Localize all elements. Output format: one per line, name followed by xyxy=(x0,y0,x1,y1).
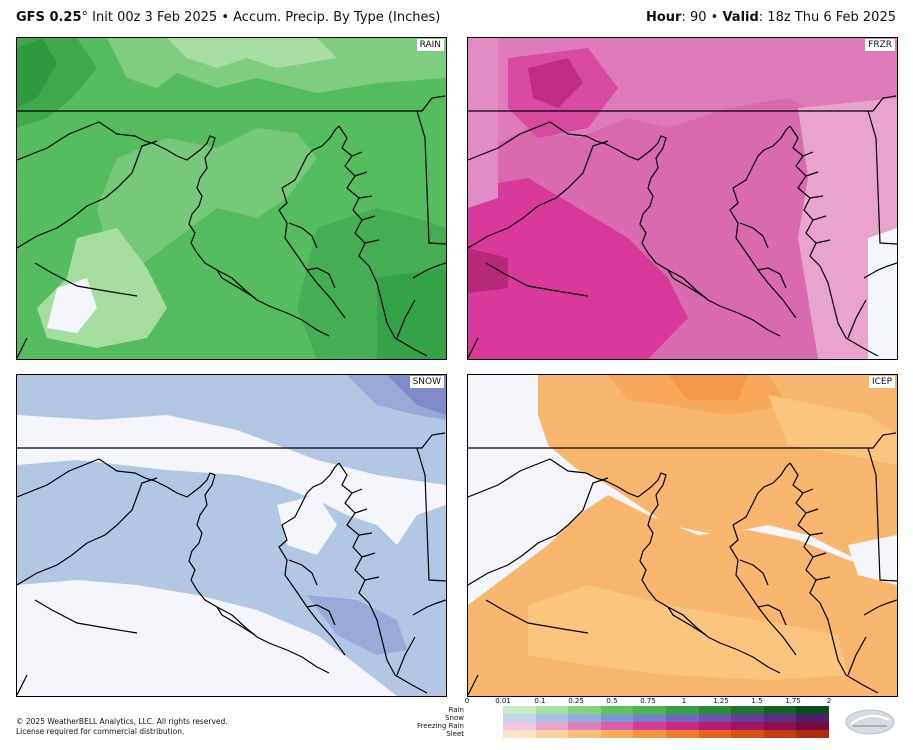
legend-swatch xyxy=(535,730,569,738)
legend-tick: 0.75 xyxy=(640,697,656,705)
legend-swatch xyxy=(698,706,732,714)
weatherbell-logo-icon xyxy=(843,706,897,738)
legend-ticks: 0 0.01 0.1 0.25 0.5 0.75 1 1.25 1.5 1.75… xyxy=(464,697,847,707)
color-legend xyxy=(503,706,829,738)
legend-swatch xyxy=(503,722,536,730)
copyright: © 2025 WeatherBELL Analytics, LLC. All r… xyxy=(16,717,228,736)
rain-label: RAIN xyxy=(416,39,444,51)
valid-time: Hour: 90 • Valid: 18z Thu 6 Feb 2025 xyxy=(645,10,896,25)
legend-label-sleet: Sleet xyxy=(446,730,464,738)
legend-swatch xyxy=(535,714,569,722)
legend-tick: 1.25 xyxy=(713,697,729,705)
legend-tick: 1.75 xyxy=(785,697,801,705)
legend-tick: 1.5 xyxy=(751,697,763,705)
legend-swatch xyxy=(600,730,634,738)
legend-swatch xyxy=(698,722,732,730)
legend-swatch xyxy=(731,722,764,730)
legend-bar-sleet xyxy=(503,730,829,738)
legend-swatch xyxy=(763,722,797,730)
legend-swatch xyxy=(568,722,601,730)
legend-bar-frzr xyxy=(503,722,829,730)
legend-swatch xyxy=(796,730,829,738)
legend-swatch xyxy=(665,706,699,714)
legend-label-snow: Snow xyxy=(445,714,464,722)
rain-panel: RAIN xyxy=(16,37,447,360)
legend-swatch xyxy=(600,714,634,722)
legend-swatch xyxy=(633,714,666,722)
init-info: Init 00z 3 Feb 2025 • Accum. Precip. By … xyxy=(88,10,441,25)
legend-swatch xyxy=(763,714,797,722)
legend-bar-rain xyxy=(503,706,829,714)
legend-tick: 0.5 xyxy=(606,697,618,705)
legend-swatch xyxy=(633,722,666,730)
legend-bar-snow xyxy=(503,714,829,722)
legend-label-rain: Rain xyxy=(448,706,464,714)
legend-swatch xyxy=(698,730,732,738)
legend-row-labels: Rain Snow Freezing Rain Sleet xyxy=(400,706,464,738)
legend-swatch xyxy=(796,722,829,730)
legend-swatch xyxy=(568,714,601,722)
freezing-rain-panel: FRZR xyxy=(467,37,898,360)
legend-swatch xyxy=(796,706,829,714)
snow-label: SNOW xyxy=(409,376,444,388)
legend-swatch xyxy=(665,714,699,722)
legend-tick: 0 xyxy=(464,697,470,705)
legend-swatch xyxy=(731,706,764,714)
legend-swatch xyxy=(633,730,666,738)
legend-swatch xyxy=(600,706,634,714)
legend-tick: 0.01 xyxy=(495,697,511,705)
legend-swatch xyxy=(503,706,536,714)
legend-tick: 1 xyxy=(681,697,687,705)
legend-swatch xyxy=(600,722,634,730)
frzr-map xyxy=(468,38,897,359)
legend-label-frzr: Freezing Rain xyxy=(417,722,464,730)
legend-swatch xyxy=(796,714,829,722)
rain-map xyxy=(17,38,446,359)
legend-swatch xyxy=(731,714,764,722)
icep-map xyxy=(468,375,897,696)
legend-swatch xyxy=(568,706,601,714)
sleet-panel: ICEP xyxy=(467,374,898,697)
snow-panel: SNOW xyxy=(16,374,447,697)
snow-map xyxy=(17,375,446,696)
map-title: GFS 0.25° Init 00z 3 Feb 2025 • Accum. P… xyxy=(16,10,441,25)
legend-swatch xyxy=(665,730,699,738)
legend-tick: 0.25 xyxy=(568,697,584,705)
icep-label: ICEP xyxy=(868,376,895,388)
legend-swatch xyxy=(698,714,732,722)
legend-swatch xyxy=(633,706,666,714)
model-name: GFS 0.25 xyxy=(16,10,82,25)
legend-swatch xyxy=(763,706,797,714)
legend-swatch xyxy=(535,706,569,714)
legend-swatch xyxy=(503,714,536,722)
legend-tick: 2 xyxy=(826,697,832,705)
legend-swatch xyxy=(535,722,569,730)
legend-swatch xyxy=(665,722,699,730)
legend-swatch xyxy=(731,730,764,738)
legend-tick: 0.1 xyxy=(534,697,546,705)
frzr-label: FRZR xyxy=(865,39,895,51)
legend-swatch xyxy=(568,730,601,738)
legend-swatch xyxy=(503,730,536,738)
legend-swatch xyxy=(763,730,797,738)
